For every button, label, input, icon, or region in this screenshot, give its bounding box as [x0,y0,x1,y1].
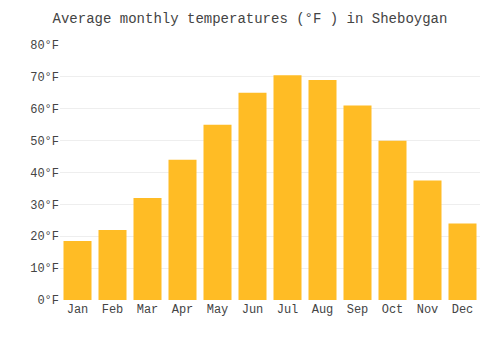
svg-text:Oct: Oct [382,303,404,317]
svg-text:Jan: Jan [67,303,89,317]
svg-text:10°F: 10°F [30,262,59,276]
svg-text:Feb: Feb [102,303,124,317]
svg-text:40°F: 40°F [30,167,59,181]
svg-text:30°F: 30°F [30,199,59,213]
svg-text:May: May [207,303,229,317]
svg-text:Nov: Nov [417,303,439,317]
svg-text:50°F: 50°F [30,135,59,149]
svg-text:Jun: Jun [242,303,264,317]
svg-text:Apr: Apr [172,303,194,317]
svg-text:80°F: 80°F [30,39,59,53]
svg-text:Aug: Aug [312,303,334,317]
svg-text:Jul: Jul [277,303,299,317]
svg-text:Sep: Sep [347,303,369,317]
svg-text:Average monthly temperatures (: Average monthly temperatures (°F ) in Sh… [53,11,448,27]
svg-text:70°F: 70°F [30,71,59,85]
svg-text:Dec: Dec [452,303,474,317]
svg-text:20°F: 20°F [30,230,59,244]
svg-text:Mar: Mar [137,303,159,317]
svg-text:60°F: 60°F [30,103,59,117]
svg-text:0°F: 0°F [37,294,59,308]
